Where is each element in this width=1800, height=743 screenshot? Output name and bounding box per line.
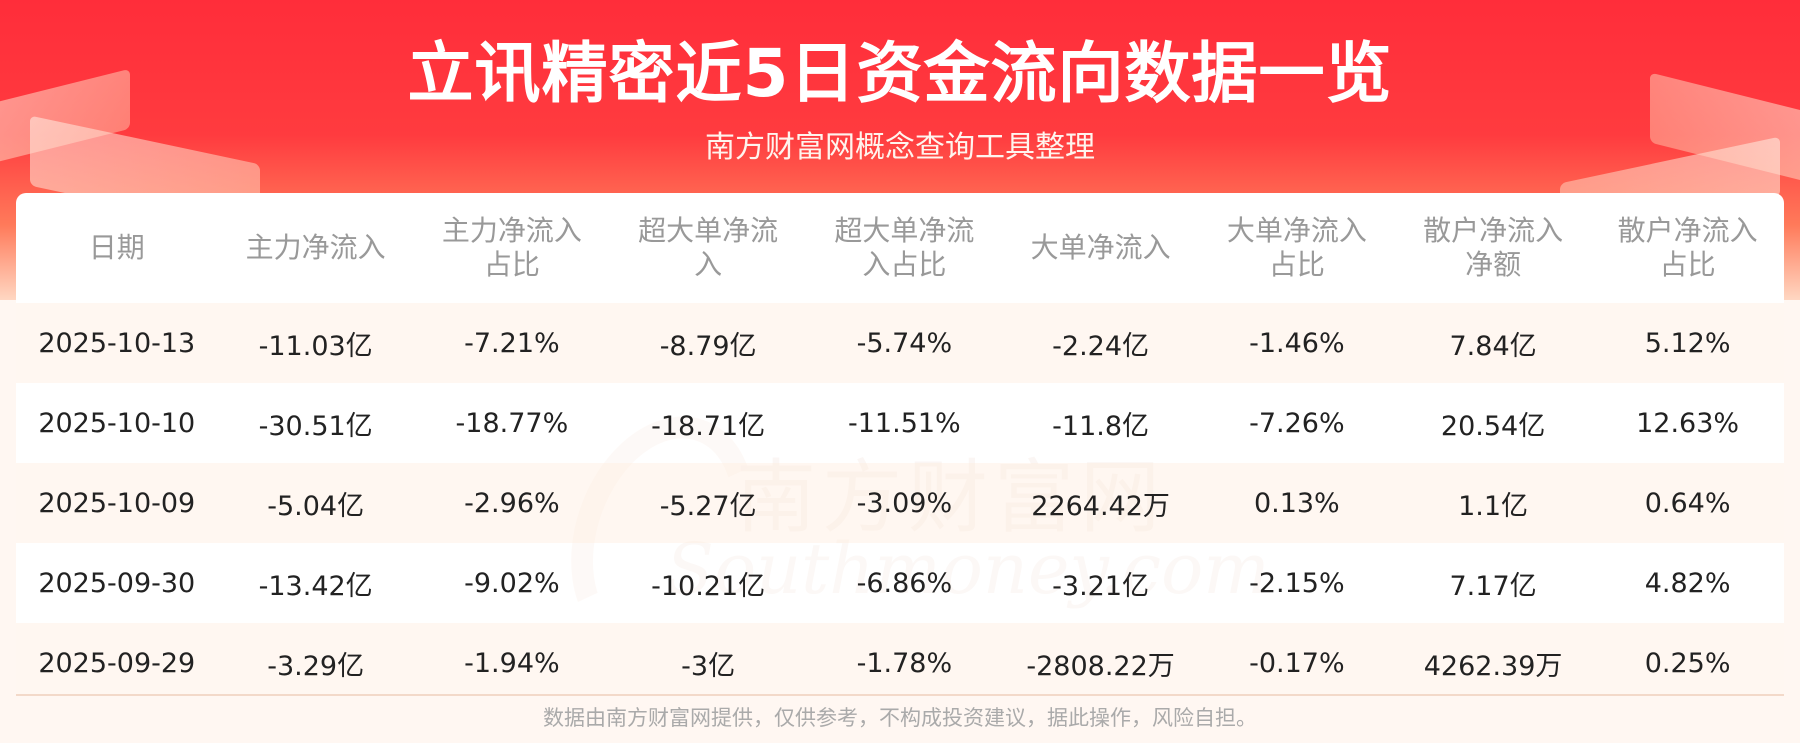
column-header: 日期	[88, 231, 145, 264]
fund-flow-table: 日期 主力净流入 主力净流入 占比 超大单净流入超大单净流 入占比 大单净流入 大单净流入 占比…	[16, 193, 1784, 695]
data-table-card: 南方财富网 Southmoney.com 日期主力净流入主力净流入占比超大单净流…	[16, 193, 1784, 695]
table-cell: -1.78%	[806, 623, 1003, 695]
table-cell: -5.74%	[806, 303, 1003, 383]
table-row: 2025-09-30 -13.42亿 -9.02% -10.21亿 -6.86% -3.2…	[16, 543, 1784, 623]
table-cell: -11.8亿	[1002, 383, 1199, 463]
column-header: 主力净流入 占比	[441, 214, 582, 281]
table-cell: 4.82%	[1591, 543, 1784, 623]
table-header-row: 日期 主力净流入 主力净流入 占比 超大单净流入超大单净流 入占比 大单净流入 大单净流入 占比…	[16, 193, 1784, 303]
column-header: 大单净流入	[1030, 231, 1171, 264]
table-cell: -2.24亿	[1002, 303, 1199, 383]
table-cell: -2.15%	[1198, 543, 1395, 623]
table-cell: -30.51亿	[217, 383, 414, 463]
table-cell: 5.12%	[1591, 303, 1784, 383]
table-cell: -11.03亿	[217, 303, 414, 383]
table-cell: 7.84亿	[1394, 303, 1592, 383]
column-header: 大单净流入 占比	[1226, 214, 1367, 281]
table-cell: -10.21亿	[610, 543, 807, 623]
table-cell: 2025-10-13	[16, 303, 218, 383]
table-row: 2025-09-29 -3.29亿 -1.94% -3亿 -1.78% -2808.22万…	[16, 623, 1784, 695]
table-cell: -7.26%	[1198, 383, 1395, 463]
table-cell: -0.17%	[1198, 623, 1395, 695]
table-cell: -13.42亿	[217, 543, 414, 623]
table-cell: -7.21%	[413, 303, 611, 383]
table-cell: -1.94%	[413, 623, 611, 695]
disclaimer-footer: 数据由南方财富网提供，仅供参考，不构成投资建议，据此操作，风险自担。	[543, 706, 1257, 730]
table-cell: -3.21亿	[1002, 543, 1199, 623]
table-cell: 2264.42万	[1002, 463, 1199, 543]
table-cell: 1.1亿	[1394, 463, 1592, 543]
table-cell: 2025-10-09	[16, 463, 218, 543]
column-header: 散户净流入 净额	[1423, 214, 1564, 281]
column-header: 超大单净流 入占比	[834, 214, 975, 281]
table-cell: -1.46%	[1198, 303, 1395, 383]
table-cell: 7.17亿	[1394, 543, 1592, 623]
table-cell: -18.71亿	[610, 383, 807, 463]
table-cell: -3亿	[610, 623, 807, 695]
table-cell: 0.13%	[1198, 463, 1395, 543]
table-cell: -18.77%	[413, 383, 611, 463]
table-cell: 0.25%	[1591, 623, 1784, 695]
column-header: 主力净流入	[245, 231, 386, 264]
table-row: 2025-10-09 -5.04亿 -2.96% -5.27亿 -3.09% 2264.4…	[16, 463, 1784, 543]
table-row: 2025-10-10 -30.51亿 -18.77% -18.71亿 -11.51% -1…	[16, 383, 1784, 463]
table-cell: -5.27亿	[610, 463, 807, 543]
table-cell: 4262.39万	[1394, 623, 1592, 695]
table-cell: -8.79亿	[610, 303, 807, 383]
footer-divider	[16, 694, 1784, 696]
table-cell: 0.64%	[1591, 463, 1784, 543]
table-cell: -6.86%	[806, 543, 1003, 623]
table-cell: -11.51%	[806, 383, 1003, 463]
table-cell: 2025-09-30	[16, 543, 218, 623]
table-cell: -2.96%	[413, 463, 611, 543]
table-cell: 2025-09-29	[16, 623, 218, 695]
table-cell: -3.29亿	[217, 623, 414, 695]
column-header: 超大单净流入	[638, 214, 779, 281]
table-cell: -5.04亿	[217, 463, 414, 543]
table-cell: 2025-10-10	[16, 383, 218, 463]
table-cell: -3.09%	[806, 463, 1003, 543]
table-row: 2025-10-13 -11.03亿 -7.21% -8.79亿 -5.74% -2.24…	[16, 303, 1784, 383]
table-body: 2025-10-13 -11.03亿 -7.21% -8.79亿 -5.74% -2.24…	[16, 303, 1784, 695]
page-subtitle: 南方财富网概念查询工具整理	[705, 130, 1095, 165]
column-header: 散户净流入 占比	[1617, 214, 1758, 281]
table-cell: 12.63%	[1591, 383, 1784, 463]
page-title: 立讯精密近5日资金流向数据一览	[407, 35, 1393, 112]
table-cell: 20.54亿	[1394, 383, 1592, 463]
table-cell: -2808.22万	[1002, 623, 1199, 695]
table-cell: -9.02%	[413, 543, 611, 623]
table-header: 日期 主力净流入 主力净流入 占比 超大单净流入超大单净流 入占比 大单净流入 大单净流入 占比…	[16, 193, 1784, 303]
